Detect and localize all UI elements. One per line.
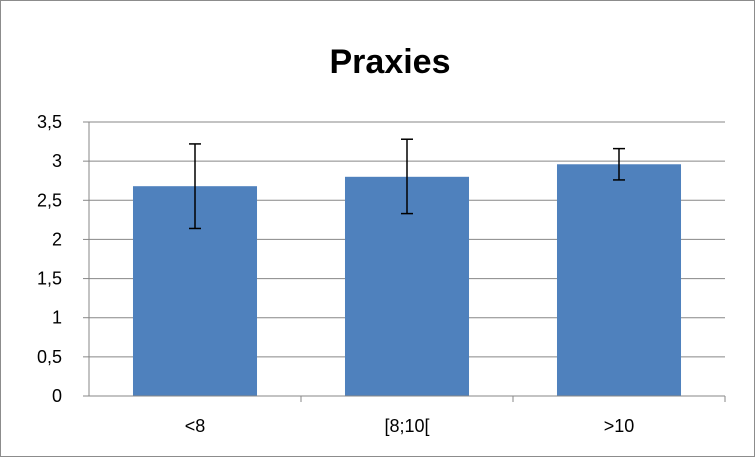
y-tick-label: 0,5 — [37, 347, 62, 367]
y-tick-label: 3 — [52, 151, 62, 171]
error-bars — [189, 138, 625, 230]
axes — [83, 121, 726, 402]
y-tick-label: 0 — [52, 386, 62, 406]
y-tick-label: 2 — [52, 229, 62, 249]
y-tick-label: 2,5 — [37, 190, 62, 210]
x-tick-label: >10 — [604, 416, 635, 436]
y-tick-label: 1,5 — [37, 269, 62, 289]
y-tick-label: 1 — [52, 308, 62, 328]
x-tick-label: [8;10[ — [384, 416, 429, 436]
y-tick-labels: 0 0,5 1 1,5 2 2,5 3 3,5 — [37, 112, 62, 406]
y-tick-label: 3,5 — [37, 112, 62, 132]
bar — [556, 164, 682, 396]
x-tick-labels: <8 [8;10[ >10 — [185, 416, 635, 436]
x-tick-label: <8 — [185, 416, 206, 436]
chart-title: Praxies — [330, 43, 451, 81]
